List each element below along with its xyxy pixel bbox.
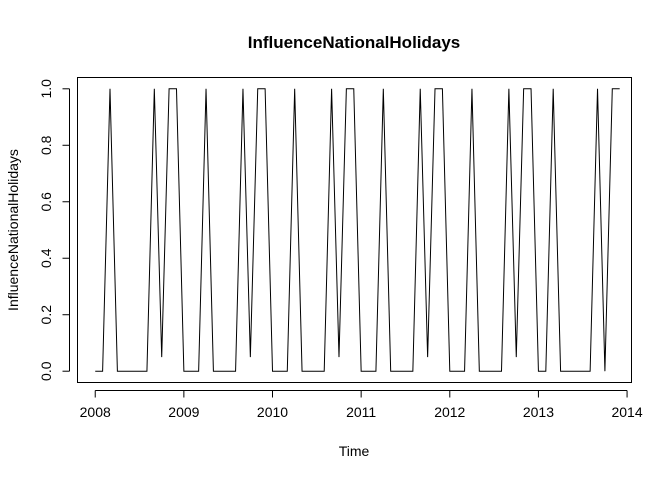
x-tick-label: 2014	[611, 404, 642, 420]
x-axis-label: Time	[339, 443, 370, 459]
series-layer	[95, 88, 620, 372]
y-tick-label: 0.0	[38, 361, 54, 381]
y-axis-label: InfluenceNationalHolidays	[5, 149, 21, 311]
x-tick-label: 2009	[168, 404, 199, 420]
y-tick-label: 1.0	[38, 79, 54, 99]
y-tick-label: 0.4	[38, 248, 54, 268]
x-tick-label: 2008	[80, 404, 111, 420]
y-tick-label: 0.2	[38, 305, 54, 325]
x-tick-label: 2013	[523, 404, 554, 420]
y-tick-label: 0.8	[38, 135, 54, 155]
series-line	[95, 88, 620, 372]
y-tick-label: 0.6	[38, 192, 54, 212]
x-tick-label: 2011	[346, 404, 376, 420]
x-axis: 2008 2009 2010 2011 2012 2013 2014	[80, 390, 643, 420]
x-tick-label: 2012	[434, 404, 465, 420]
x-tick-label: 2010	[257, 404, 288, 420]
y-axis: 0.0 0.2 0.4 0.6 0.8 1.0	[38, 79, 70, 381]
plot-frame	[77, 77, 632, 383]
chart-title: InfluenceNationalHolidays	[248, 33, 461, 52]
